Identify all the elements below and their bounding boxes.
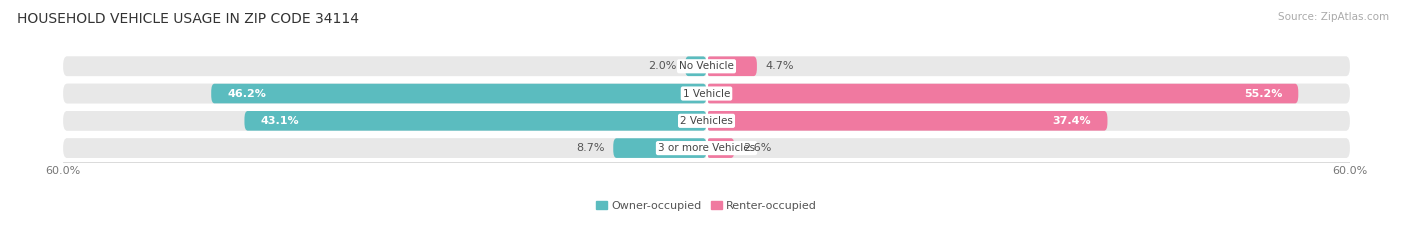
FancyBboxPatch shape — [63, 111, 1350, 131]
Text: 4.7%: 4.7% — [765, 61, 794, 71]
FancyBboxPatch shape — [63, 138, 1350, 158]
Text: No Vehicle: No Vehicle — [679, 61, 734, 71]
FancyBboxPatch shape — [707, 84, 1298, 103]
Text: 43.1%: 43.1% — [260, 116, 299, 126]
FancyBboxPatch shape — [63, 56, 707, 76]
FancyBboxPatch shape — [63, 84, 707, 103]
FancyBboxPatch shape — [707, 56, 1350, 76]
FancyBboxPatch shape — [707, 138, 1350, 158]
FancyBboxPatch shape — [63, 56, 1350, 76]
Text: 2 Vehicles: 2 Vehicles — [681, 116, 733, 126]
Text: 37.4%: 37.4% — [1053, 116, 1091, 126]
FancyBboxPatch shape — [685, 56, 707, 76]
Text: 8.7%: 8.7% — [576, 143, 605, 153]
FancyBboxPatch shape — [613, 138, 707, 158]
FancyBboxPatch shape — [707, 111, 1108, 131]
Text: 55.2%: 55.2% — [1244, 89, 1282, 99]
Bar — [63, 106, 1350, 108]
FancyBboxPatch shape — [63, 138, 707, 158]
Text: Source: ZipAtlas.com: Source: ZipAtlas.com — [1278, 12, 1389, 22]
FancyBboxPatch shape — [63, 84, 1350, 103]
FancyBboxPatch shape — [245, 111, 707, 131]
FancyBboxPatch shape — [707, 56, 756, 76]
FancyBboxPatch shape — [707, 111, 1350, 131]
FancyBboxPatch shape — [211, 84, 707, 103]
Text: 2.0%: 2.0% — [648, 61, 676, 71]
Text: 2.6%: 2.6% — [742, 143, 772, 153]
Legend: Owner-occupied, Renter-occupied: Owner-occupied, Renter-occupied — [592, 197, 821, 216]
Text: 46.2%: 46.2% — [228, 89, 266, 99]
FancyBboxPatch shape — [63, 111, 707, 131]
Bar — [63, 133, 1350, 136]
FancyBboxPatch shape — [707, 84, 1350, 103]
FancyBboxPatch shape — [707, 138, 734, 158]
Text: 3 or more Vehicles: 3 or more Vehicles — [658, 143, 755, 153]
Bar — [63, 79, 1350, 81]
Text: 1 Vehicle: 1 Vehicle — [683, 89, 730, 99]
Text: HOUSEHOLD VEHICLE USAGE IN ZIP CODE 34114: HOUSEHOLD VEHICLE USAGE IN ZIP CODE 3411… — [17, 12, 359, 26]
